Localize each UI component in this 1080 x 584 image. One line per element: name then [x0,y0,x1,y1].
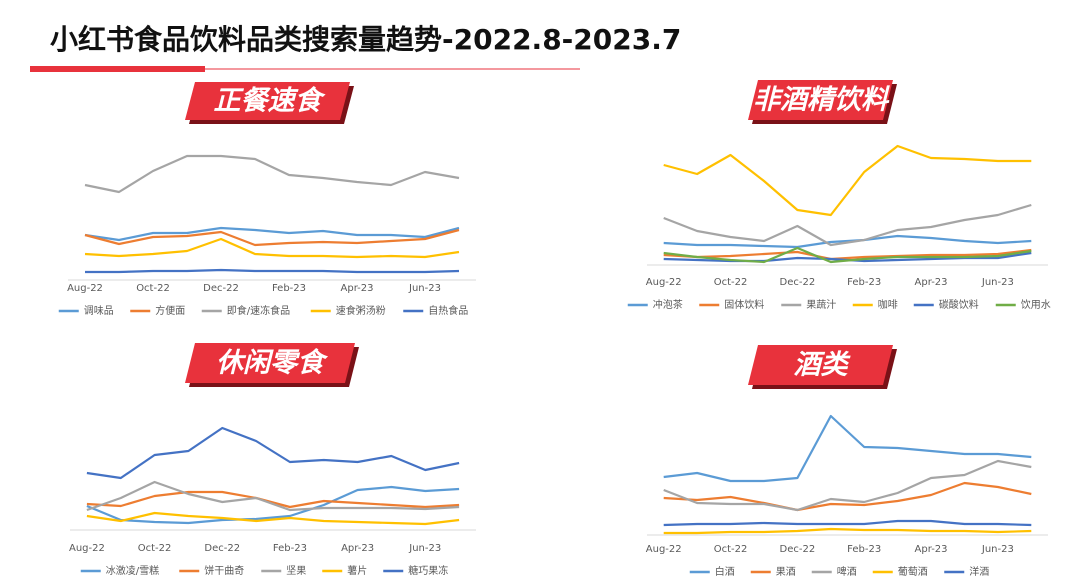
legend-label: 饮用水 [1021,298,1051,311]
x-tick-label: Feb-23 [847,544,881,555]
slide-title: 小红书食品饮料品类搜索量趋势-2022.8-2023.7 [50,23,681,56]
banner [748,345,893,385]
legend-label: 葡萄酒 [898,565,928,578]
x-tick-label: Oct-22 [714,277,748,288]
x-tick-label: Apr-23 [341,543,374,554]
legend-label: 糖巧果冻 [408,564,448,577]
series-line [86,490,460,509]
legend-label: 冰激凌/雪糕 [106,564,159,577]
x-tick-label: Jun-23 [408,283,441,294]
series-line [86,480,460,512]
legend-label: 咖啡 [878,299,898,311]
banner-title: 酒类 [794,350,852,381]
legend-label: 白酒 [715,565,735,578]
series-line [663,248,1032,261]
banner-title: 非酒精饮料 [753,85,890,116]
series-line [85,268,460,274]
legend-label: 固体饮料 [724,298,764,311]
series-line [84,154,460,194]
legend-label: 果酒 [776,566,796,578]
legend-label: 冲泡茶 [653,298,683,311]
series-line [663,144,1032,217]
legend-label: 速食粥汤粉 [336,304,386,317]
legend-label: 即食/速冻食品 [227,304,290,317]
banner [185,82,350,120]
x-tick-label: Apr-23 [915,544,948,555]
legend-label: 方便面 [155,304,185,317]
series-line [663,203,1032,247]
x-tick-label: Aug-22 [69,543,105,554]
x-tick-label: Feb-23 [847,277,881,288]
x-tick-label: Aug-22 [646,544,682,555]
x-tick-label: Oct-22 [136,283,170,294]
series-line [663,459,1032,512]
legend-label: 洋酒 [969,565,989,578]
x-tick-label: Apr-23 [341,283,374,294]
banner-title: 正餐速食 [214,86,327,117]
series-line [663,527,1032,535]
legend-label: 果蔬汁 [806,298,836,311]
legend-label: 坚果 [286,565,306,577]
x-tick-label: Jun-23 [981,544,1014,555]
legend-label: 啤酒 [837,566,857,578]
x-tick-label: Dec-22 [203,283,239,294]
series-line [84,226,460,242]
x-tick-label: Feb-23 [273,543,307,554]
title-accent [30,66,205,72]
legend-label: 饼干曲奇 [204,564,244,577]
series-line [663,234,1032,249]
x-tick-label: Dec-22 [780,277,816,288]
banner [748,80,893,120]
series-line [663,414,1032,483]
x-tick-label: Jun-23 [981,277,1014,288]
x-tick-label: Jun-23 [408,543,441,554]
series-line [663,246,1032,264]
banner [185,343,355,383]
series-line [86,485,460,525]
series-line [86,511,460,526]
x-tick-label: Aug-22 [67,283,103,294]
banner-title: 休闲零食 [216,348,329,379]
legend-label: 碳酸饮料 [939,298,979,311]
legend-label: 薯片 [347,564,367,577]
series-line [663,481,1032,512]
x-tick-label: Aug-22 [646,277,682,288]
x-tick-label: Dec-22 [204,543,240,554]
series-line [86,426,460,480]
x-tick-label: Apr-23 [915,277,948,288]
x-tick-label: Oct-22 [138,543,172,554]
x-tick-label: Oct-22 [714,544,748,555]
series-line [84,237,460,259]
x-tick-label: Feb-23 [272,283,306,294]
legend-label: 自热食品 [428,304,468,317]
series-line [84,228,460,247]
legend-label: 调味品 [84,305,114,317]
series-line [663,519,1032,527]
x-tick-label: Dec-22 [780,544,816,555]
